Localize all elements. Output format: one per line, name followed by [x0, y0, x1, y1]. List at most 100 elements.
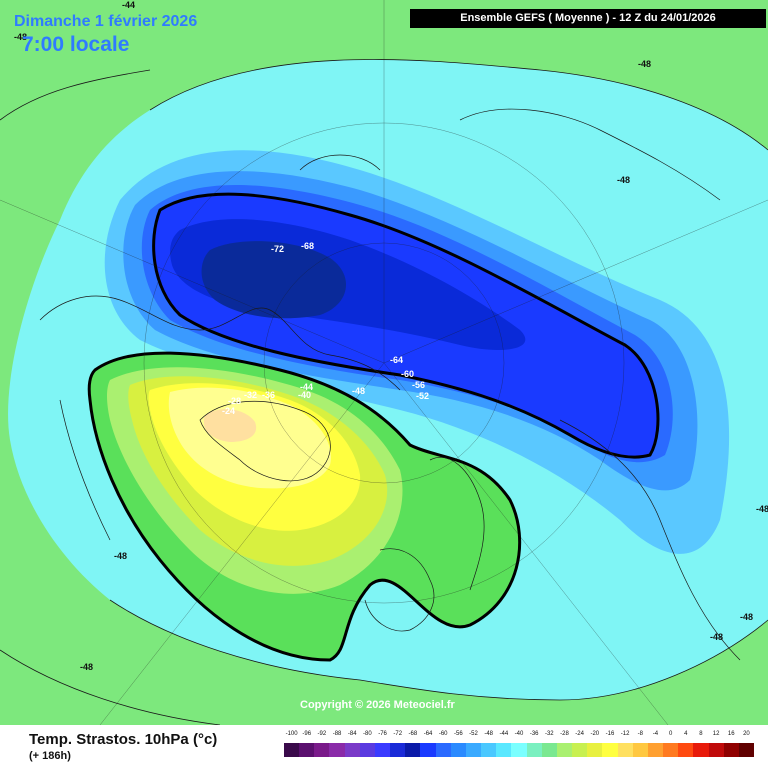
scale-label: -100	[285, 731, 298, 737]
scale-swatch	[647, 743, 664, 757]
parameter-title: Temp. Strastos. 10hPa (°c)	[29, 731, 218, 748]
contour-label: -56	[412, 380, 425, 390]
scale-label: -20	[590, 731, 600, 737]
scale-label: -56	[454, 731, 463, 737]
forecast-date: Dimanche 1 février 2026	[14, 13, 198, 30]
contour-label: -68	[301, 241, 314, 251]
scale-label: -4	[652, 731, 659, 737]
scale-swatch	[572, 743, 588, 757]
scale-swatch	[496, 743, 512, 757]
scale-label: -16	[605, 731, 615, 737]
scale-swatch	[465, 743, 482, 757]
scale-label: -76	[378, 731, 387, 737]
thin-contours	[0, 59, 768, 725]
coastlines	[39, 108, 741, 661]
scale-label: 4	[684, 731, 688, 737]
scale-swatch	[435, 743, 452, 757]
legend-footer: Temp. Strastos. 10hPa (°c) (+ 186h) -100…	[0, 725, 768, 768]
scale-swatch	[450, 743, 467, 757]
contour-label: -48	[617, 175, 630, 185]
scale-label: -72	[393, 731, 403, 737]
contour-label: -52	[416, 391, 429, 401]
scale-label: 8	[699, 731, 703, 737]
scale-label: -40	[514, 731, 524, 737]
contour-label: -48	[14, 32, 27, 42]
color-scale: -100 -96 -92 -88 -84 -80 -76 -72 -68 -64 -60 -56 -52…	[284, 731, 755, 765]
scale-swatch	[708, 743, 725, 757]
contour-label: -36	[262, 390, 275, 400]
scale-swatch	[723, 743, 740, 757]
scale-swatch	[420, 743, 437, 757]
scale-label: -32	[544, 731, 554, 737]
contour-fill-72	[201, 241, 347, 319]
contour-label: -28	[228, 396, 241, 406]
scale-swatch	[284, 743, 300, 757]
scale-label: -64	[423, 731, 433, 737]
scale-swatch	[511, 743, 528, 757]
contour-label: -40	[298, 390, 311, 400]
scale-label: -68	[408, 731, 418, 737]
scale-swatch	[344, 743, 361, 757]
scale-swatch	[329, 743, 346, 757]
contour-label: -72	[271, 244, 284, 254]
scale-label: -60	[438, 731, 448, 737]
stratosphere-temperature-map: -44 -48 -48 -48 -48 -48 -48 -48 -48 -72 …	[0, 0, 768, 725]
scale-swatch	[663, 743, 679, 757]
scale-label: 0	[668, 731, 673, 737]
scale-swatch	[359, 743, 376, 757]
scale-swatch	[526, 743, 543, 757]
scale-swatch	[405, 743, 421, 757]
scale-label: -96	[302, 731, 312, 737]
scale-swatch	[390, 743, 406, 757]
scale-label: -8	[637, 731, 643, 737]
contour-label: -48	[638, 59, 651, 69]
scale-swatch	[738, 743, 755, 757]
scale-label: -88	[332, 731, 342, 737]
contour-label: -60	[401, 369, 414, 379]
scale-swatch	[556, 743, 573, 757]
copyright-notice: Copyright © 2026 Meteociel.fr	[300, 699, 455, 711]
scale-label: 12	[712, 731, 720, 737]
contour-fill-24	[203, 409, 257, 442]
scale-swatch	[481, 743, 497, 757]
contour-labels: -44 -48 -48 -48 -48 -48 -48 -48 -48 -72 …	[14, 0, 768, 672]
scale-label: -44	[499, 731, 509, 737]
bold-contour-minus64	[152, 192, 660, 459]
scale-label: 20	[743, 731, 750, 737]
scale-label: -80	[363, 731, 372, 737]
scale-label: -24	[575, 731, 584, 737]
scale-label: -92	[317, 731, 327, 737]
contour-label: -48	[740, 612, 753, 622]
scale-label: -12	[620, 731, 630, 737]
contour-label: -48	[114, 551, 127, 561]
bold-contour-minus44	[87, 351, 522, 662]
graticule	[0, 0, 768, 725]
scale-swatch	[541, 743, 558, 757]
scale-swatch	[617, 743, 634, 757]
scale-label: 16	[727, 731, 735, 737]
contour-label: -48	[756, 504, 768, 514]
scale-swatch	[693, 743, 709, 757]
lead-time: (+ 186h)	[29, 750, 71, 762]
scale-label: -28	[560, 731, 569, 737]
scale-label: -48	[484, 731, 494, 737]
scale-swatch	[314, 743, 330, 757]
contour-label: -48	[352, 386, 365, 396]
forecast-local-time: 7:00 locale	[22, 33, 130, 56]
contour-label: -44	[300, 382, 313, 392]
scale-label: -52	[469, 731, 478, 737]
contour-label: -32	[244, 390, 257, 400]
scale-swatch	[602, 743, 619, 757]
scale-swatch	[374, 743, 391, 757]
contour-label: -48	[80, 662, 93, 672]
scale-swatch	[632, 743, 649, 757]
model-run-banner: Ensemble GEFS ( Moyenne ) - 12 Z du 24/0…	[410, 9, 766, 28]
scale-swatch	[299, 743, 315, 757]
contour-label: -64	[390, 355, 403, 365]
contour-label: -44	[122, 0, 135, 10]
scale-swatch	[678, 743, 694, 757]
scale-label: -84	[347, 731, 357, 737]
scale-label: -36	[529, 731, 539, 737]
contour-label: -48	[710, 632, 723, 642]
